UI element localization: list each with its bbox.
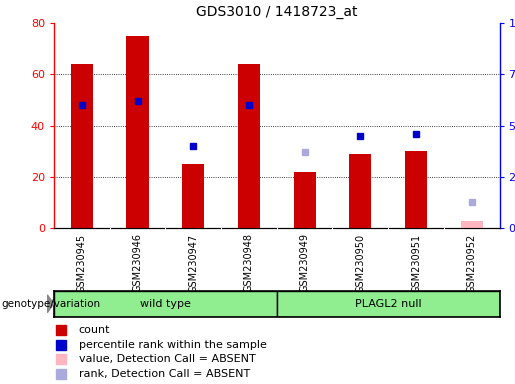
Text: GSM230951: GSM230951: [411, 233, 421, 293]
Text: wild type: wild type: [140, 299, 191, 309]
Bar: [54, 291, 277, 317]
Bar: [460, 221, 483, 228]
Bar: [405, 151, 427, 228]
Text: GSM230946: GSM230946: [132, 233, 143, 292]
Text: GSM230950: GSM230950: [355, 233, 365, 293]
Polygon shape: [47, 295, 54, 313]
Bar: [238, 64, 260, 228]
Text: genotype/variation: genotype/variation: [1, 299, 100, 309]
Text: GSM230952: GSM230952: [467, 233, 477, 293]
Text: value, Detection Call = ABSENT: value, Detection Call = ABSENT: [79, 354, 255, 364]
Text: count: count: [79, 325, 110, 335]
Bar: [277, 291, 500, 317]
Text: GSM230945: GSM230945: [77, 233, 87, 293]
Text: GSM230947: GSM230947: [188, 233, 198, 293]
Bar: [127, 36, 149, 228]
Text: rank, Detection Call = ABSENT: rank, Detection Call = ABSENT: [79, 369, 250, 379]
Text: percentile rank within the sample: percentile rank within the sample: [79, 339, 267, 349]
Bar: [182, 164, 204, 228]
Title: GDS3010 / 1418723_at: GDS3010 / 1418723_at: [196, 5, 357, 19]
Text: PLAGL2 null: PLAGL2 null: [355, 299, 421, 309]
Bar: [294, 172, 316, 228]
Text: GSM230949: GSM230949: [300, 233, 310, 292]
Text: GSM230948: GSM230948: [244, 233, 254, 292]
Bar: [71, 64, 93, 228]
Bar: [349, 154, 371, 228]
